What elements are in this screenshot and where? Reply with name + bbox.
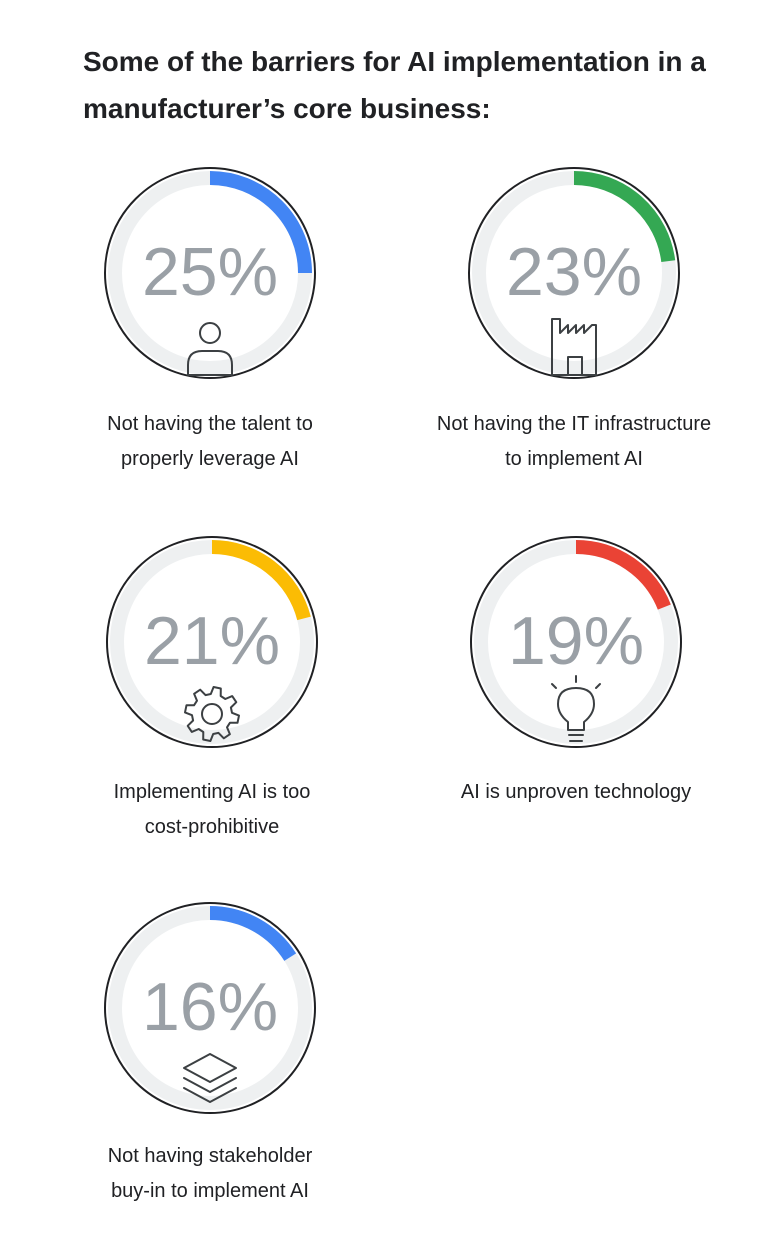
gauge-caption-line: Not having stakeholder — [107, 1145, 313, 1167]
gauge-caption-line: Not having the IT infrastructure — [436, 413, 712, 435]
gauge-caption: Implementing AI is too cost-prohibitive — [32, 775, 392, 845]
gauge-outline — [470, 536, 682, 748]
gauge-chart: 25% — [104, 167, 316, 379]
factory-icon — [551, 318, 597, 376]
gauge: 23% — [464, 163, 684, 383]
gauge-value-arc — [209, 171, 312, 274]
gauge-chart: 23% — [468, 167, 680, 379]
gauge: 16% — [100, 898, 320, 1118]
gauge-caption: Not having stakeholder buy-in to implemen… — [30, 1139, 390, 1209]
gauge-caption-line: buy-in to implement AI — [111, 1180, 309, 1202]
layers-icon — [183, 1053, 237, 1103]
gauge-value-arc — [573, 171, 676, 263]
gear-icon — [184, 686, 240, 742]
gauge-value-arc — [209, 906, 297, 962]
gauge: 19% — [466, 532, 686, 752]
gauge-value-arc — [211, 540, 311, 621]
page-title: Some of the barriers for AI implementati… — [83, 46, 706, 124]
gauge-caption-line: AI is unproven technology — [460, 781, 692, 803]
gauge-outline — [468, 167, 680, 379]
gauge-caption-line: Not having the talent to — [107, 413, 313, 435]
gauge-percent-label: 23% — [506, 234, 642, 310]
gauge-chart: 21% — [106, 536, 318, 748]
gauge-caption-line: to implement AI — [505, 448, 643, 470]
person-icon — [187, 322, 233, 376]
gauge-percent-label: 25% — [142, 234, 278, 310]
gauge-chart: 16% — [104, 902, 316, 1114]
gauge-caption-line: Implementing AI is too — [113, 781, 311, 803]
gauge-caption-line: cost-prohibitive — [144, 816, 280, 838]
gauge-outline — [104, 902, 316, 1114]
gauge-caption: Not having the talent to properly leverag… — [30, 407, 390, 477]
gauge-outline — [104, 167, 316, 379]
gauge-value-arc — [575, 540, 671, 610]
gauge: 25% — [100, 163, 320, 383]
gauge: 21% — [102, 532, 322, 752]
gauge-percent-label: 21% — [144, 603, 280, 679]
gauge-caption: Not having the IT infrastructure to imple… — [394, 407, 754, 477]
gauge-outline — [106, 536, 318, 748]
lightbulb-icon — [551, 675, 601, 742]
gauge-percent-label: 19% — [508, 603, 644, 679]
gauge-percent-label: 16% — [142, 969, 278, 1045]
gauge-chart: 19% — [470, 536, 682, 748]
gauge-caption-line: properly leverage AI — [121, 448, 299, 470]
gauge-caption: AI is unproven technology — [396, 775, 756, 810]
